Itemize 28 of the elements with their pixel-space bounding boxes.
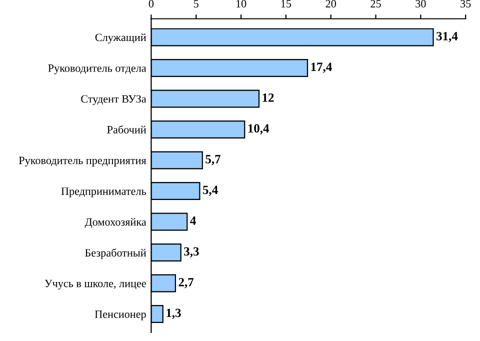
data-label: 17,4 xyxy=(311,62,332,73)
y-tick-label: Студент ВУЗа xyxy=(81,95,146,105)
data-label: 1,3 xyxy=(166,308,181,319)
data-label: 5,4 xyxy=(202,186,218,196)
x-tick-label: 35 xyxy=(460,0,471,8)
y-tick-label: Рабочий xyxy=(107,125,146,134)
x-tick-label: 5 xyxy=(194,0,198,8)
x-tick-label: 15 xyxy=(281,0,292,8)
y-tick-label: Руководитель предприятия xyxy=(18,156,146,166)
x-tick-label: 30 xyxy=(416,0,426,8)
y-tick-label: Безработный xyxy=(85,248,146,259)
data-label: 31,4 xyxy=(436,32,458,42)
x-tick-label: 20 xyxy=(326,0,336,8)
data-label: 5,7 xyxy=(206,155,220,166)
data-label: 2,7 xyxy=(178,278,194,288)
x-tick-label: 25 xyxy=(370,0,381,8)
y-tick-label: Домохозяйка xyxy=(84,218,146,228)
y-tick-label: Пенсионер xyxy=(94,310,146,320)
y-tick-label: Служащий xyxy=(95,33,146,44)
data-label: 10,4 xyxy=(248,124,270,134)
y-tick-label: Учусь в школе, лицее xyxy=(44,280,146,290)
y-tick-label: Руководитель отдела xyxy=(48,64,146,74)
y-tick-label: Предприниматель xyxy=(61,188,146,198)
data-label: 4 xyxy=(190,216,196,225)
x-tick-label: 0 xyxy=(148,0,154,8)
x-tick-label: 10 xyxy=(236,0,246,8)
data-label: 12 xyxy=(262,93,274,102)
data-label: 3,3 xyxy=(184,247,199,258)
